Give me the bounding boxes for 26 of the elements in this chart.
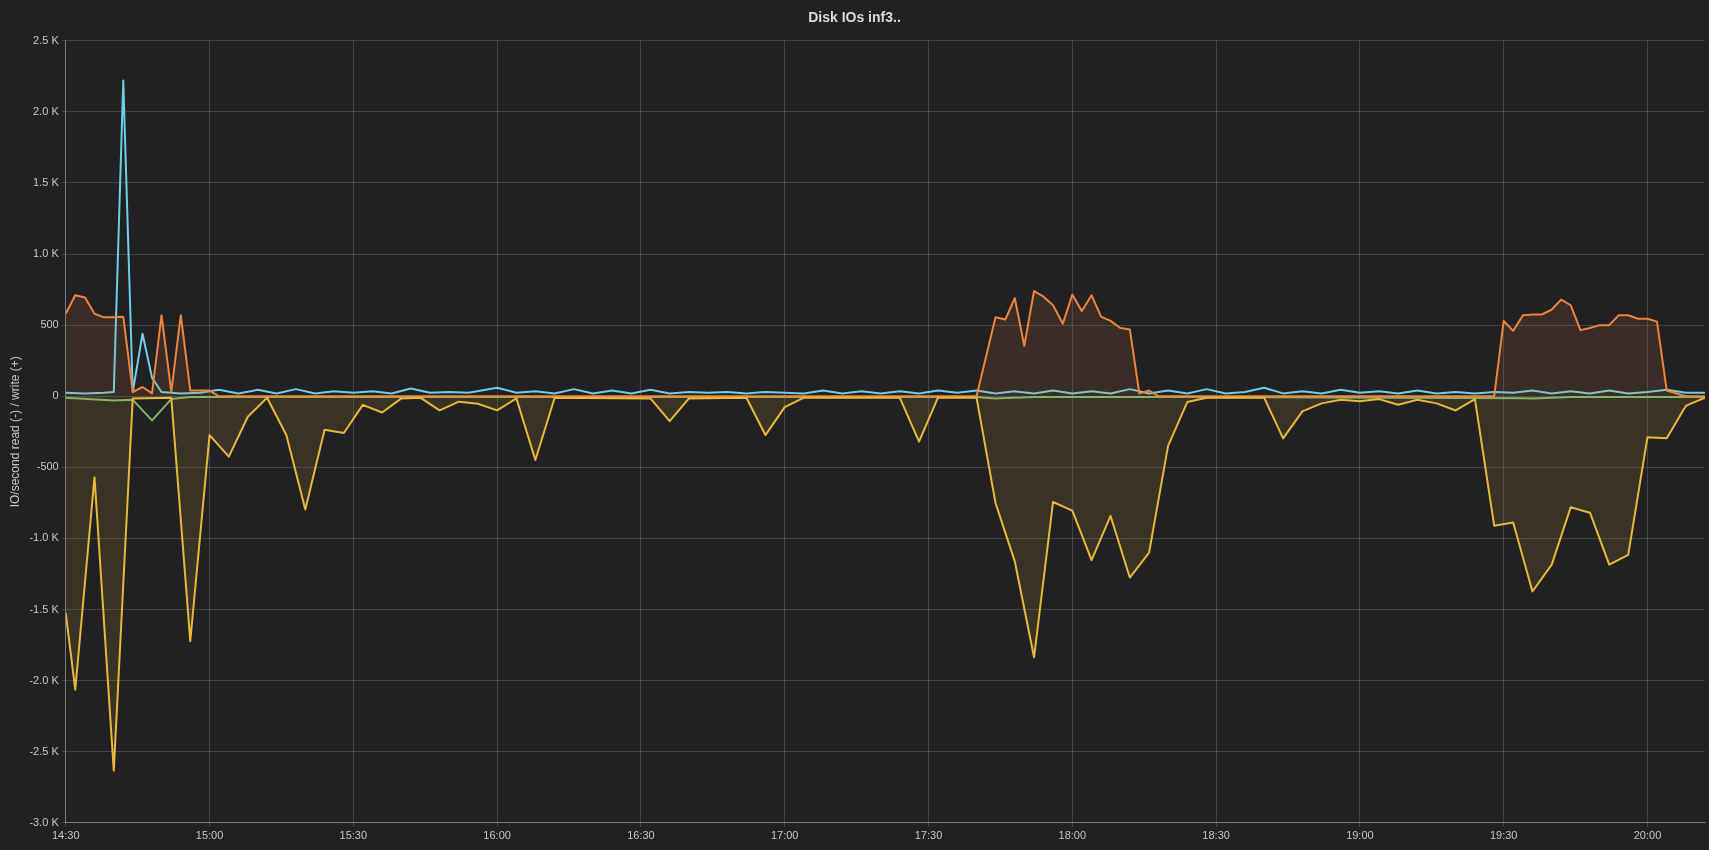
x-tick-label: 19:30 <box>1489 829 1518 842</box>
y-tick-label: -3.0 K <box>29 815 60 828</box>
y-tick-label: 1.5 K <box>33 176 60 189</box>
y-tick-label: 1.0 K <box>33 247 60 260</box>
y-tick-label: 2.0 K <box>33 104 60 117</box>
y-tick-label: -2.5 K <box>29 744 60 757</box>
x-tick-label: 17:00 <box>770 829 799 842</box>
x-tick-label: 15:30 <box>339 829 368 842</box>
y-tick-label: 500 <box>40 318 59 331</box>
x-tick-label: 20:00 <box>1633 829 1662 842</box>
y-tick-label: 0 <box>52 389 59 402</box>
y-tick-label: -1.0 K <box>29 531 60 544</box>
x-tick-label: 14:30 <box>51 829 80 842</box>
y-tick-label: -1.5 K <box>29 602 60 615</box>
x-tick-label: 16:30 <box>627 829 655 842</box>
x-tick-label: 19:00 <box>1346 829 1374 842</box>
x-tick-label: 18:30 <box>1202 829 1230 842</box>
x-tick-label: 15:00 <box>195 829 224 842</box>
y-axis-title: IO/second read (-) / write (+) <box>7 356 22 508</box>
chart-title: Disk IOs inf3.. <box>808 9 901 26</box>
y-tick-label: -500 <box>36 460 59 473</box>
x-tick-label: 16:00 <box>483 829 511 842</box>
x-tick-label: 18:00 <box>1058 829 1087 842</box>
y-tick-label: -2.0 K <box>29 673 60 686</box>
y-tick-label: 2.5 K <box>33 33 60 46</box>
x-tick-label: 17:30 <box>914 829 943 842</box>
